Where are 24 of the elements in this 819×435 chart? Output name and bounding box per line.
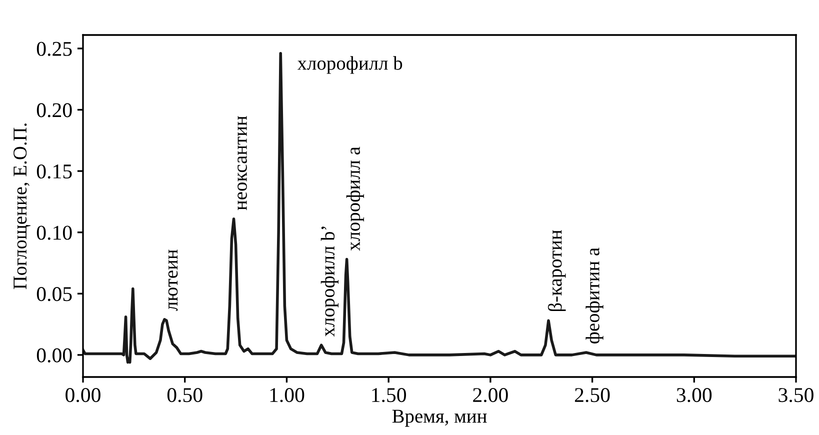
x-tick-label: 0.50 xyxy=(167,388,202,402)
annotation: хлорофилл b’ xyxy=(320,226,338,337)
annotation: феофитин a xyxy=(586,248,604,344)
y-tick-label: 0.25 xyxy=(36,42,72,56)
y-tick-label: 0.05 xyxy=(36,287,72,302)
y-tick-label: 0.10 xyxy=(36,226,72,240)
x-tick-label: 0.00 xyxy=(66,388,100,402)
x-axis-title: Время, мин xyxy=(392,410,487,427)
annotation: хлорофилл a xyxy=(346,146,364,251)
x-tick-label: 1.50 xyxy=(372,388,406,402)
annotation: хлорофилл b xyxy=(297,56,402,74)
y-tick-label: 0.15 xyxy=(36,164,72,179)
x-tick-label: 3.50 xyxy=(778,388,814,402)
y-tick-label: 0.20 xyxy=(36,103,72,118)
x-tick-label: 1.00 xyxy=(270,388,304,402)
x-tick-label: 2.50 xyxy=(574,388,610,402)
x-tick-label: 3.00 xyxy=(676,388,712,402)
annotation: β-каротин xyxy=(548,230,566,312)
y-axis-title: Поглощение, Е.О.П. xyxy=(14,124,30,290)
annotation: лютеин xyxy=(168,250,178,311)
line-series xyxy=(83,52,796,364)
x-tick-label: 2.00 xyxy=(473,388,508,402)
annotation: неоксантин xyxy=(238,116,247,210)
y-tick-label: 0.00 xyxy=(36,348,72,362)
